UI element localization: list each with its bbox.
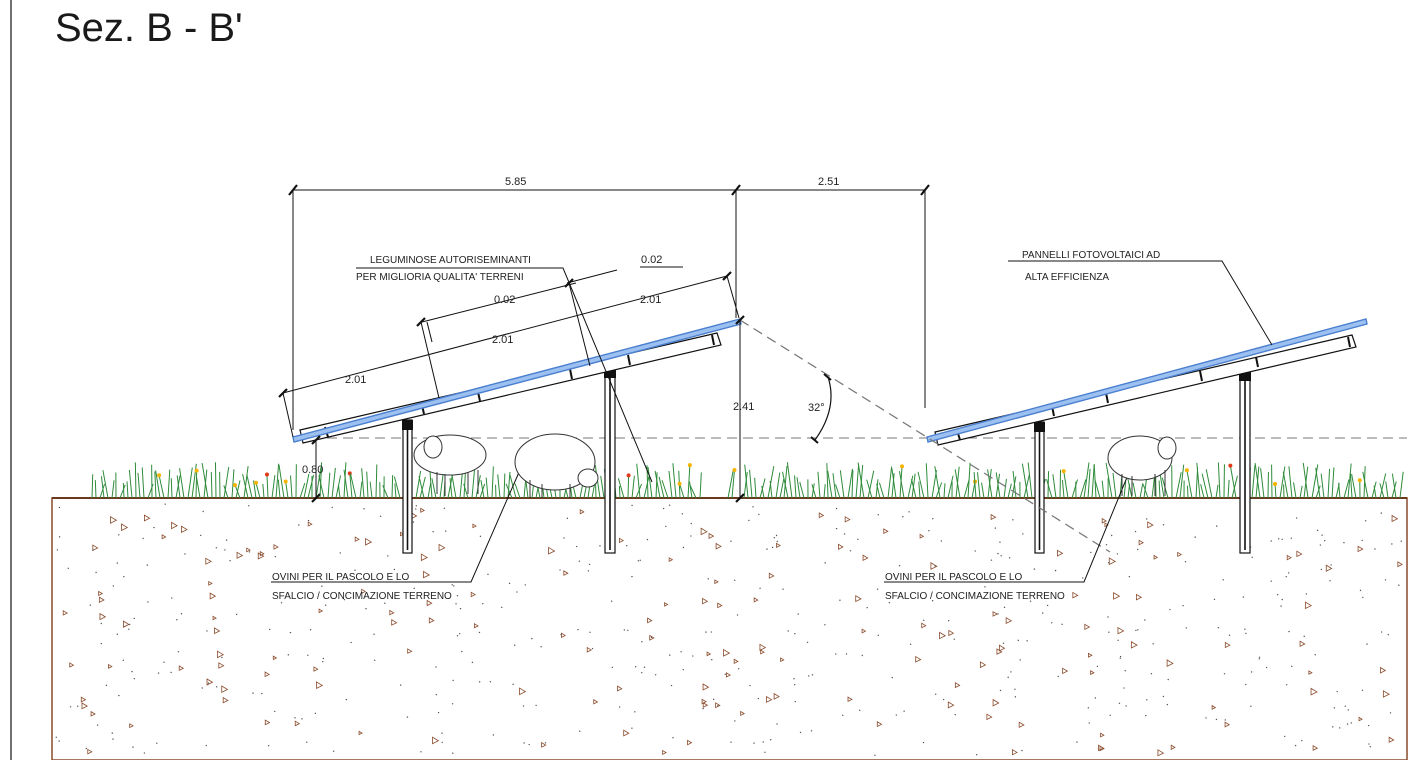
dim-gap-lower: 0.02 xyxy=(494,294,515,306)
right-pv-panel xyxy=(926,318,1368,443)
dimension-lines xyxy=(271,189,1273,583)
sheep-left-2 xyxy=(514,433,599,498)
dim-row-gap: 2.51 xyxy=(818,176,839,188)
dim-span-width: 5.85 xyxy=(505,176,526,188)
dim-module-upper: 2.01 xyxy=(640,294,661,306)
grass-layer xyxy=(91,462,1404,499)
label-panels-line2: ALTA EFFICIENZA xyxy=(1025,272,1109,283)
dim-module-middle: 2.01 xyxy=(492,334,513,346)
right-support-beam xyxy=(934,334,1357,446)
dim-gap-upper: 0.02 xyxy=(641,254,662,266)
left-post-2 xyxy=(604,365,616,554)
page-title: Sez. B - B' xyxy=(55,6,243,50)
dim-top-height: 2.41 xyxy=(733,401,754,413)
soil-block xyxy=(51,497,1408,760)
soil-texture xyxy=(55,503,1403,757)
right-post-1 xyxy=(1034,421,1045,554)
label-sheep-left-line1: OVINI PER IL PASCOLO E LO xyxy=(272,572,409,583)
sheep-right xyxy=(1107,435,1177,496)
dim-module-lower: 2.01 xyxy=(345,374,366,386)
right-panel-structure xyxy=(926,318,1368,554)
right-post-2 xyxy=(1239,368,1251,554)
left-post-1 xyxy=(402,419,413,554)
label-legumes-line2: PER MIGLIORIA QUALITA' TERRENI xyxy=(356,272,524,283)
label-sheep-left-line2: SFALCIO / CONCIMAZIONE TERRENO xyxy=(272,591,452,602)
dim-tilt-angle: 32° xyxy=(808,402,825,414)
left-pv-panel xyxy=(292,318,742,443)
label-sheep-right-line1: OVINI PER IL PASCOLO E LO xyxy=(885,572,1022,583)
label-sheep-right-line2: SFALCIO / CONCIMAZIONE TERRENO xyxy=(885,591,1065,602)
left-panel-structure xyxy=(292,318,742,554)
right-beam-brackets xyxy=(956,336,1351,441)
sheep-left-1 xyxy=(413,434,487,496)
label-panels-line1: PANNELLI FOTOVOLTAICI AD xyxy=(1022,250,1160,261)
dimension-ticks xyxy=(278,184,930,503)
dim-bottom-height: 0.80 xyxy=(302,464,323,476)
label-legumes-line1: LEGUMINOSE AUTORISEMINANTI xyxy=(370,255,531,266)
shadow-dashed-line xyxy=(739,319,1111,553)
left-support-beam xyxy=(299,332,722,444)
tilt-angle-arc xyxy=(814,376,832,441)
